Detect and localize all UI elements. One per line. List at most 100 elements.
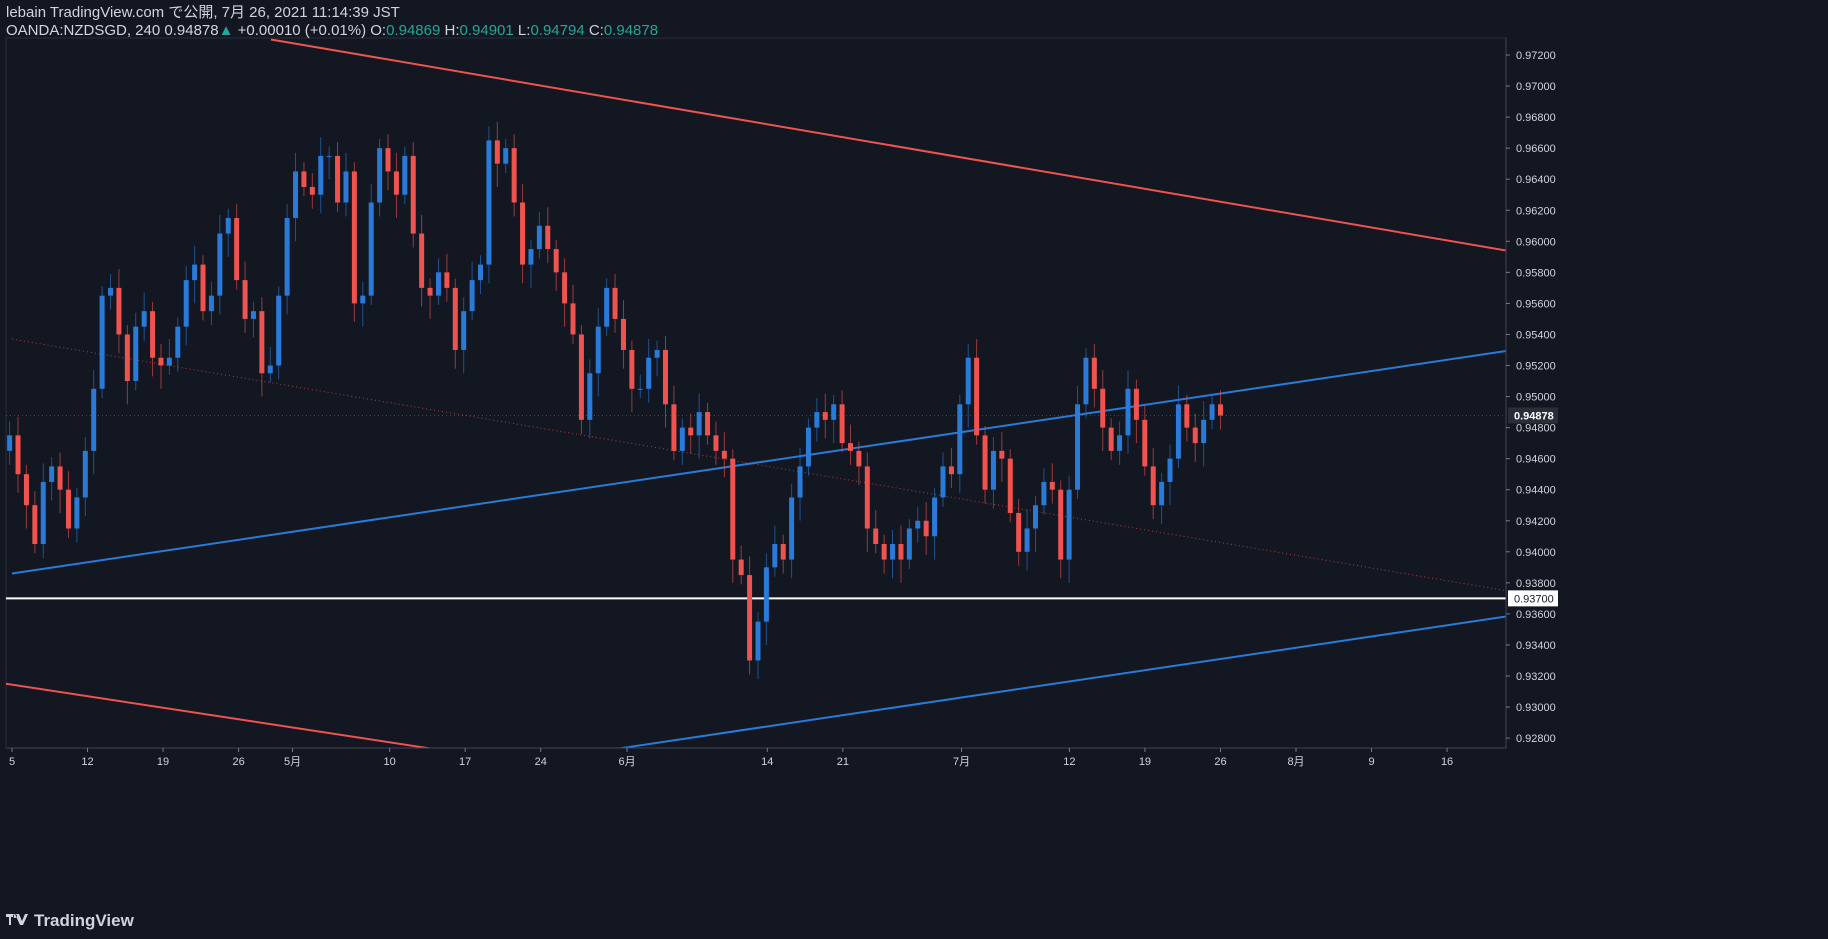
candle-body [763, 567, 769, 622]
symbol-label[interactable]: OANDA:NZDSGD, 240 [6, 22, 161, 39]
close-value: 0.94878 [603, 22, 659, 39]
price-tick-label: 0.97200 [1516, 50, 1556, 62]
ohlc-legend[interactable]: OANDA:NZDSGD, 240 0.94878▲ +0.00010 (+0.… [6, 22, 658, 40]
time-axis[interactable]: 5 12 19 26 5月 10 17 24 6月 14 21 7月 12 19 26 8月 9 16 [6, 747, 1506, 768]
candle-body [259, 311, 265, 374]
candle-body [620, 318, 626, 350]
candle-body [604, 287, 610, 327]
candle-body [663, 349, 669, 405]
candle-body [856, 450, 862, 467]
price-tick-label: 0.93800 [1516, 578, 1556, 590]
candle-body [82, 450, 88, 498]
candle-body [940, 466, 946, 498]
candle-body [553, 249, 559, 273]
trend-line [11, 350, 1506, 575]
candle-body [65, 489, 71, 529]
candle-body [1075, 404, 1081, 490]
candle-body [999, 450, 1005, 459]
price-tick-label: 0.94600 [1516, 454, 1556, 466]
price-axis[interactable]: 0.97200 0.97000 0.96800 0.96600 0.96400 0.962… [1505, 38, 1558, 748]
time-tick-label: 14 [761, 756, 773, 768]
high-value: 0.94901 [459, 22, 514, 39]
candle-body [351, 171, 357, 304]
candle-body [276, 295, 282, 366]
candle-body [7, 435, 13, 451]
candle-body [1016, 512, 1022, 552]
tradingview-logo-icon [6, 914, 28, 928]
trend-line [615, 615, 1506, 748]
candle-body [923, 520, 929, 537]
candle-body [570, 303, 576, 335]
candle-body [486, 140, 492, 265]
candle-body [839, 404, 845, 444]
candle-body [1117, 435, 1123, 451]
candle-body [578, 334, 584, 420]
candle-body [747, 575, 753, 661]
publish-line: lebain TradingView.com で公開, 7月 26, 2021 … [6, 4, 400, 21]
price-tick-label: 0.96000 [1516, 236, 1556, 248]
candle-body [1133, 388, 1139, 420]
candle-body [831, 404, 837, 420]
candle-body [326, 155, 332, 157]
candle-body [116, 287, 122, 335]
candle-body [906, 528, 912, 560]
candle-body [385, 148, 391, 172]
candle-body [1041, 481, 1047, 506]
candle-body [721, 450, 727, 459]
candle-body [1083, 357, 1089, 405]
candle-body [23, 474, 29, 506]
trend-line [270, 38, 1506, 252]
time-tick-label: 19 [1139, 756, 1151, 768]
candle-body [1209, 404, 1215, 420]
candle-body [360, 295, 366, 304]
candle-body [1007, 458, 1013, 513]
candle-body [478, 264, 484, 281]
candle-body [1032, 505, 1038, 529]
time-tick-label: 17 [459, 756, 471, 768]
candle-body [368, 202, 374, 296]
candle-body [1049, 481, 1055, 490]
time-tick-label: 12 [1063, 756, 1075, 768]
candle-body [772, 544, 778, 568]
candle-body [646, 357, 652, 389]
last-price-tag [1508, 407, 1558, 424]
price-tick-label: 0.94400 [1516, 485, 1556, 497]
candle-body [595, 326, 601, 374]
candle-body [410, 155, 416, 234]
tradingview-brand[interactable]: TradingView [6, 911, 134, 931]
up-arrow-icon: ▲ [218, 22, 234, 39]
last-price: 0.94878 [164, 22, 219, 39]
time-tick-label: 8月 [1287, 756, 1304, 768]
candle-body [301, 171, 307, 187]
candle-body [175, 326, 181, 358]
time-tick-label: 16 [1441, 756, 1453, 768]
candle-body [587, 373, 593, 420]
candle-body [520, 202, 526, 265]
candle-body [32, 505, 38, 545]
candle-body [789, 497, 795, 560]
candle-body [225, 218, 231, 234]
candle-body [40, 481, 46, 545]
price-tick-label: 0.97000 [1516, 81, 1556, 93]
candle-body [671, 404, 677, 451]
candle-body [91, 388, 97, 451]
candle-body [1058, 489, 1064, 560]
candle-body [713, 435, 719, 451]
candle-body [1184, 404, 1190, 428]
low-label: L: [517, 22, 531, 39]
candle-body [982, 435, 988, 490]
candle-body [435, 272, 441, 296]
candle-body [318, 155, 324, 195]
low-value: 0.94794 [530, 22, 585, 39]
candle-body [965, 357, 971, 405]
candle-body [562, 272, 568, 304]
candle-body [780, 544, 786, 560]
candle-body [503, 148, 509, 164]
candle-body [974, 357, 980, 436]
candle-body [755, 621, 761, 661]
candle-body [461, 311, 467, 350]
candle-body [881, 544, 887, 560]
candle-body [1024, 528, 1030, 552]
candle-body [427, 287, 433, 296]
